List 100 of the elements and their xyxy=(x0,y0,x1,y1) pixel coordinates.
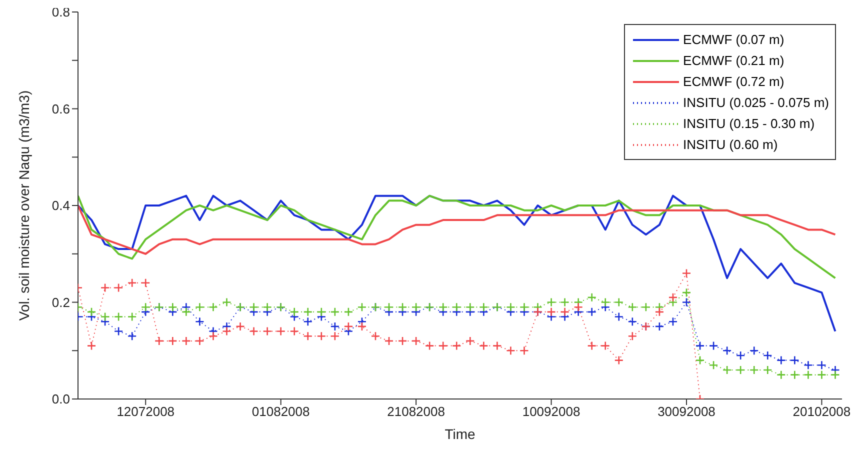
point xyxy=(195,316,204,326)
point xyxy=(398,336,408,346)
point xyxy=(398,302,408,312)
point xyxy=(303,307,313,317)
point xyxy=(695,341,705,350)
point xyxy=(736,365,746,375)
point xyxy=(195,302,204,312)
point xyxy=(465,302,475,312)
legend-label: INSITU (0.15 - 0.30 m) xyxy=(683,116,815,131)
point xyxy=(411,302,421,312)
point xyxy=(817,360,826,370)
point xyxy=(790,356,800,365)
point xyxy=(506,302,516,312)
point xyxy=(587,292,596,302)
point xyxy=(384,302,394,312)
point xyxy=(100,283,110,292)
point xyxy=(682,288,692,298)
point xyxy=(127,331,137,341)
point xyxy=(236,322,245,332)
point xyxy=(465,336,475,346)
point xyxy=(695,356,705,365)
point xyxy=(708,360,718,370)
point xyxy=(316,331,326,341)
point xyxy=(127,312,137,322)
y-tick-label: 0.0 xyxy=(52,392,70,407)
point xyxy=(316,307,326,317)
point xyxy=(506,346,516,356)
point xyxy=(560,298,570,307)
point xyxy=(114,312,124,322)
point xyxy=(520,346,529,356)
point xyxy=(628,331,638,341)
point xyxy=(628,316,638,326)
point xyxy=(154,336,164,346)
point xyxy=(628,302,638,312)
point xyxy=(830,370,840,380)
point xyxy=(749,346,759,356)
point xyxy=(168,336,178,346)
point xyxy=(492,341,502,350)
point xyxy=(86,307,96,317)
line-series xyxy=(78,194,836,332)
legend-label: ECMWF (0.21 m) xyxy=(683,53,784,68)
x-axis-title: Time xyxy=(444,426,476,442)
point xyxy=(614,298,624,307)
point xyxy=(614,312,624,322)
point xyxy=(452,302,462,312)
x-tick-label: 01082008 xyxy=(252,404,310,420)
point xyxy=(804,370,813,380)
point xyxy=(654,322,664,332)
point xyxy=(344,307,354,317)
point xyxy=(127,278,137,288)
point xyxy=(208,331,218,341)
point xyxy=(262,326,272,336)
point xyxy=(654,307,664,317)
point xyxy=(776,370,786,380)
point xyxy=(560,307,570,317)
y-axis-title: Vol. soil moisture over Naqu (m3/m3) xyxy=(16,90,32,321)
point xyxy=(749,365,759,375)
legend-label: ECMWF (0.07 m) xyxy=(683,32,784,47)
legend-label: INSITU (0.025 - 0.075 m) xyxy=(683,95,829,110)
point xyxy=(668,292,678,302)
point xyxy=(668,316,678,326)
point xyxy=(452,341,462,350)
x-tick-label: 12072008 xyxy=(116,404,175,420)
point xyxy=(276,326,286,336)
line-series xyxy=(78,204,836,255)
point xyxy=(438,302,448,312)
point xyxy=(479,302,488,312)
point xyxy=(168,302,178,312)
point xyxy=(330,322,340,332)
point xyxy=(140,278,150,288)
x-tick-label: 20102008 xyxy=(792,404,851,420)
point xyxy=(614,356,624,365)
x-tick-label: 10092008 xyxy=(522,404,580,420)
legend-label: INSITU (0.60 m) xyxy=(683,137,778,152)
point xyxy=(600,298,610,307)
point xyxy=(357,322,367,332)
point xyxy=(708,341,718,350)
point xyxy=(411,336,421,346)
point xyxy=(303,316,313,326)
point xyxy=(100,312,110,322)
y-tick-label: 0.2 xyxy=(52,294,70,310)
point xyxy=(520,302,529,312)
point xyxy=(182,336,191,346)
point xyxy=(182,307,191,317)
point xyxy=(722,365,732,375)
point xyxy=(330,331,340,341)
legend-label: ECMWF (0.72 m) xyxy=(683,74,784,89)
point xyxy=(114,326,124,336)
point xyxy=(641,302,651,312)
point xyxy=(438,341,448,350)
point xyxy=(546,298,556,307)
point xyxy=(195,336,204,346)
point xyxy=(344,322,354,332)
point xyxy=(357,302,367,312)
point xyxy=(574,302,583,312)
point xyxy=(682,268,692,278)
point xyxy=(222,298,232,307)
x-tick-label: 21082008 xyxy=(387,404,445,420)
point xyxy=(384,336,394,346)
point xyxy=(424,341,434,350)
